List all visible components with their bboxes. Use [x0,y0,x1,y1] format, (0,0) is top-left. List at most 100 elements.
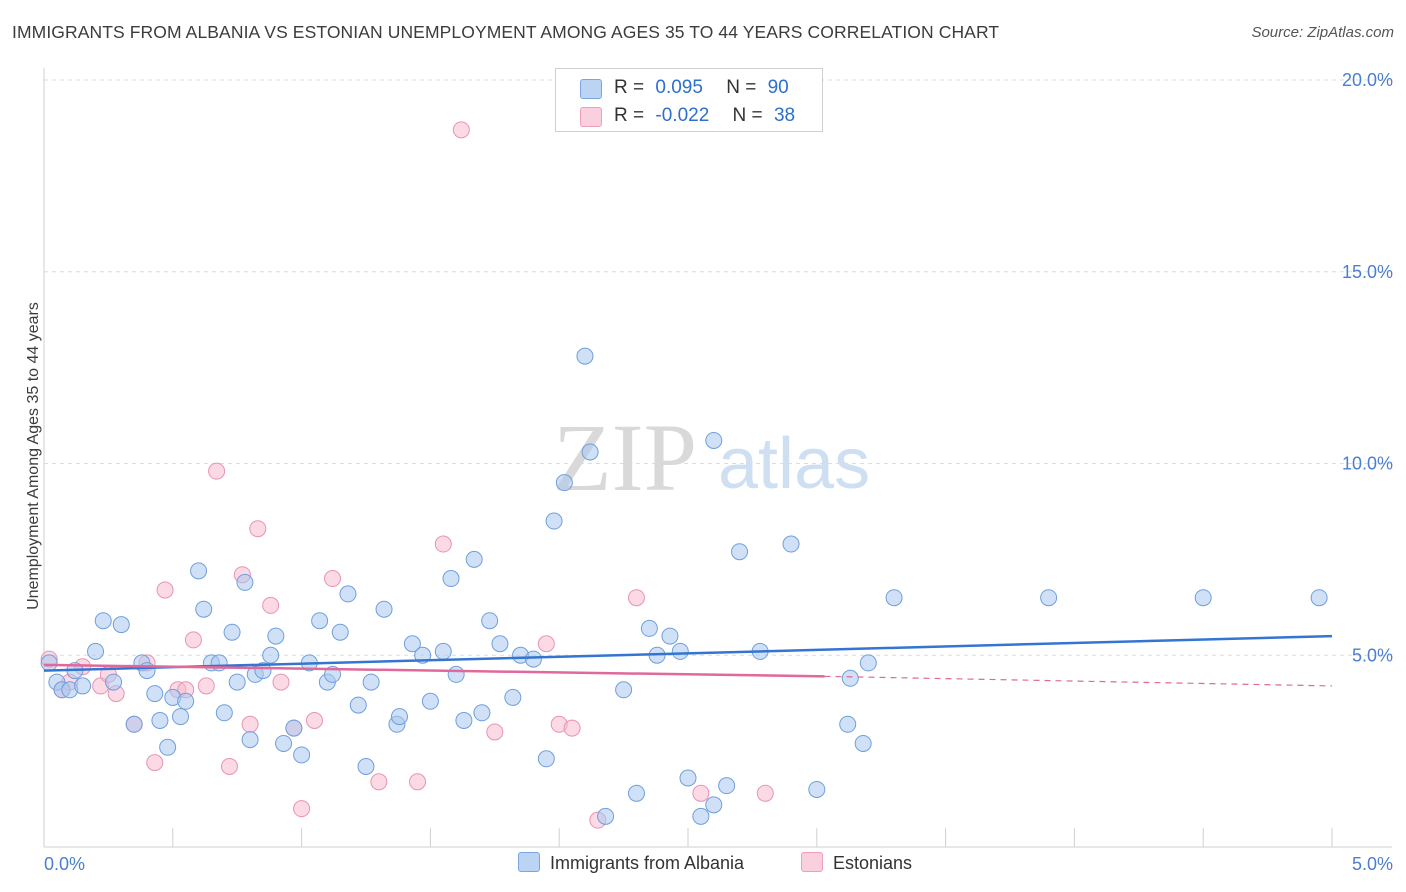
point-albania [254,662,272,680]
x-tick-label: 5.0% [1352,854,1393,874]
legend-r-label: R = [614,77,645,98]
point-albania [597,807,615,825]
point-albania [671,642,689,660]
bottom-legend-label-estonians: Estonians [833,853,913,873]
point-albania [808,780,826,798]
trend-line-estonians [43,663,825,678]
legend-n-label: N = [726,77,757,98]
legend-r-label: R = [614,105,645,126]
legend: R = 0.095 N = 90 R = -0.022 N = 38 [555,68,823,132]
point-albania [679,769,697,787]
point-albania [447,665,465,683]
point-albania [172,708,190,726]
point-albania [718,777,736,795]
point-albania [236,573,254,591]
point-estonians [156,581,174,599]
point-albania [854,734,872,752]
point-estonians [537,635,555,653]
point-albania [293,746,311,764]
point-estonians [370,773,388,791]
legend-n-label: N = [732,105,763,126]
bottom-legend-label-albania: Immigrants from Albania [550,853,745,873]
trend-line-estonians-extension [824,675,1333,687]
point-albania [465,550,483,568]
point-estonians [293,800,311,818]
point-estonians [756,784,774,802]
point-albania [782,535,800,553]
point-albania [215,704,233,722]
point-estonians [241,715,259,733]
point-albania [311,612,329,630]
point-estonians [272,673,290,691]
point-albania [324,665,342,683]
point-estonians [324,570,342,588]
chart-title: IMMIGRANTS FROM ALBANIA VS ESTONIAN UNEM… [12,22,1000,42]
point-estonians [627,589,645,607]
point-albania [339,585,357,603]
point-albania [223,623,241,641]
point-albania [859,654,877,672]
point-albania [537,750,555,768]
point-albania [177,692,195,710]
y-tick-label: 20.0% [1342,70,1393,90]
point-albania [74,677,92,695]
point-albania [434,642,452,660]
point-albania [285,719,303,737]
point-albania [705,796,723,814]
point-albania [524,650,542,668]
point-albania [375,600,393,618]
point-albania [357,757,375,775]
trend-lines [43,634,1333,687]
point-estonians [409,773,427,791]
point-albania [442,570,460,588]
legend-text-albania: R = 0.095 N = 90 [614,77,789,99]
point-albania [151,711,169,729]
point-estonians [486,723,504,741]
point-albania [105,673,123,691]
point-albania [885,589,903,607]
point-estonians [452,121,470,139]
point-albania [125,715,143,733]
point-albania [1194,589,1212,607]
point-estonians [563,719,581,737]
bottom-legend-albania: Immigrants from Albania [518,852,744,874]
point-estonians [262,596,280,614]
tick-labels: 5.0% 10.0% 15.0% 20.0% 0.0% 5.0% [44,70,1393,874]
point-albania [421,692,439,710]
legend-r-value-estonians: -0.022 [655,105,710,126]
point-albania [576,347,594,365]
point-albania [627,784,645,802]
point-albania [390,708,408,726]
bottom-legend-swatch-estonians [801,852,823,872]
source-label: Source: ZipAtlas.com [1251,24,1394,41]
trend-line-albania [43,634,1333,672]
bottom-legend-estonians: Estonians [801,852,912,874]
point-albania [841,669,859,687]
point-albania [473,704,491,722]
legend-swatch-estonians [580,107,602,127]
point-estonians [692,784,710,802]
point-albania [1310,589,1328,607]
bottom-legend-swatch-albania [518,852,540,872]
point-albania [228,673,246,691]
legend-text-estonians: R = -0.022 N = 38 [614,105,795,127]
point-albania [1040,589,1058,607]
y-tick-label: 5.0% [1352,645,1393,665]
point-albania [581,443,599,461]
legend-swatch-albania [580,79,602,99]
axes [43,68,1392,848]
legend-n-value-estonians: 38 [773,105,796,126]
point-albania [262,646,280,664]
x-tick-label: 0.0% [44,854,85,874]
watermark-atlas: atlas [718,424,870,504]
point-estonians [220,757,238,775]
point-estonians [197,677,215,695]
point-albania [112,616,130,634]
point-albania [491,635,509,653]
point-albania [615,681,633,699]
point-albania [40,654,58,672]
point-estonians [305,711,323,729]
watermark: ZIP atlas [553,404,870,511]
point-albania [349,696,367,714]
point-albania [705,431,723,449]
